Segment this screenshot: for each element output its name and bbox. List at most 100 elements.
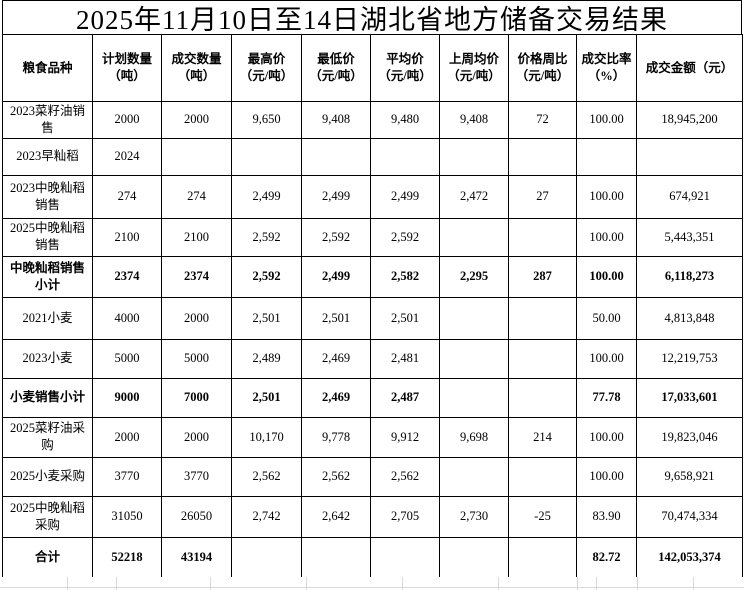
row-label: 2023小麦 [2,338,93,379]
table-cell [508,338,577,379]
table-cell: 9,658,921 [636,456,743,497]
row-label: 2025菜籽油采购 [2,416,93,458]
table-cell [439,456,509,497]
row-label: 中晚籼稻销售小计 [2,255,93,298]
table-cell: 12,219,753 [636,338,743,379]
column-header-line: 最低价 [317,52,355,67]
table-cell: -25 [508,495,577,538]
table-cell: 2000 [92,416,162,458]
table-cell: 2,730 [439,495,509,538]
table-cell: 2,705 [370,495,440,538]
table-cell: 2,472 [439,174,509,219]
row-label: 2023中晚籼稻销售 [2,174,93,219]
gridline-vertical [693,577,694,590]
table-row: 2023菜籽油销售 2000 2000 9,650 9,408 9,480 9,408 72 1… [2,101,743,139]
table-cell: 2,499 [301,174,371,219]
table-row: 2025小麦采购 3770 3770 2,562 2,562 2,562 100.00 9,6… [2,456,743,497]
table-cell: 9,480 [370,101,440,139]
column-header: 成交数量 （吨） [161,34,232,102]
table-cell: 9,778 [301,416,371,458]
table-cell: 70,474,334 [636,495,743,538]
table-cell: 2,501 [231,377,302,418]
table-cell: 287 [508,255,577,298]
column-header-line: （元/吨） [309,69,363,83]
table-cell: 214 [508,416,577,458]
table-cell [370,137,440,176]
table-cell [301,137,371,176]
gridline-vertical [637,577,638,590]
table-cell: 2374 [92,255,162,298]
table-row: 2023中晚籼稻销售 274 274 2,499 2,499 2,499 2,472 27 10… [2,174,743,219]
table-row: 2025中晚籼稻采购 31050 26050 2,742 2,642 2,705 2,730… [2,495,743,538]
table-cell [508,296,577,340]
table-cell: 9,408 [439,101,509,139]
table-cell: 5000 [161,338,232,379]
table-cell: 2024 [92,137,162,176]
table-cell: 274 [92,174,162,219]
table-cell: 72 [508,101,577,139]
column-header-line: 上周均价 [448,52,499,67]
column-header: 平均价 （元/吨） [370,34,440,102]
table-cell [636,137,743,176]
column-header: 价格周比 （元/吨） [508,34,577,102]
table-row: 2025中晚籼稻销售 2100 2100 2,592 2,592 2,592 100.00 5… [2,217,743,257]
sheet-gridlines-below-table [0,577,744,590]
column-header-line: 成交数量 [171,52,222,67]
table-cell: 4000 [92,296,162,340]
table-cell [508,536,577,578]
table-cell: 2,642 [301,495,371,538]
table-cell: 3770 [92,456,162,497]
table-cell [576,137,637,176]
table-cell: 2,592 [370,217,440,257]
row-label: 2025小麦采购 [2,456,93,497]
table-cell: 100.00 [576,174,637,219]
table-cell [370,536,440,578]
row-label: 2025中晚籼稻采购 [2,495,93,538]
column-header: 粮食品种 [2,34,93,102]
table-cell: 274 [161,174,232,219]
gridline-vertical [306,577,307,590]
table-cell: 52218 [92,536,162,578]
table-cell: 2,501 [301,296,371,340]
table-cell [508,456,577,497]
table-row: 小麦销售小计 9000 7000 2,501 2,469 2,487 77.78 17,033… [2,377,743,418]
column-header-line: 最高价 [247,52,286,67]
table-cell: 2000 [161,101,232,139]
table-cell: 43194 [161,536,232,578]
table-cell: 7000 [161,377,232,418]
row-label: 合计 [2,536,93,578]
table-cell: 17,033,601 [636,377,743,418]
gridline-vertical [116,577,117,590]
column-header-line: 成交金额（元） [645,60,734,75]
column-header-line: （元/吨） [378,69,432,83]
gridline-vertical [210,577,211,590]
table-cell: 9,698 [439,416,509,458]
row-label: 2025中晚籼稻销售 [2,217,93,257]
table-cell: 27 [508,174,577,219]
table-cell: 2,501 [231,296,302,340]
table-cell: 2,592 [231,255,302,298]
table-cell [231,536,302,578]
table-cell [439,217,509,257]
gridline-horizontal [0,587,744,588]
column-header-line: （吨） [177,69,216,83]
table-cell: 2,487 [370,377,440,418]
table-cell: 19,823,046 [636,416,743,458]
table-cell: 9000 [92,377,162,418]
trade-results-table: 粮食品种 计划数量 （吨） 成交数量 （吨） 最高价 （元/吨） 最低价 （元/吨） 平均价 （元/… [2,34,743,578]
table-cell: 83.90 [576,495,637,538]
table-cell [439,536,509,578]
table-cell: 2,489 [231,338,302,379]
table-cell: 9,408 [301,101,371,139]
column-header-line: 成交比率 [581,52,632,67]
gridline-vertical [498,577,499,590]
table-cell [508,137,577,176]
column-header-line: 计划数量 [101,52,152,67]
table-cell: 2374 [161,255,232,298]
table-row: 2023小麦 5000 5000 2,489 2,469 2,481 100.00 12,21… [2,338,743,379]
table-cell: 50.00 [576,296,637,340]
gridline-vertical [596,577,597,590]
table-cell: 2,742 [231,495,302,538]
page-title: 2025年11月10日至14日湖北省地方储备交易结果 [2,0,742,35]
